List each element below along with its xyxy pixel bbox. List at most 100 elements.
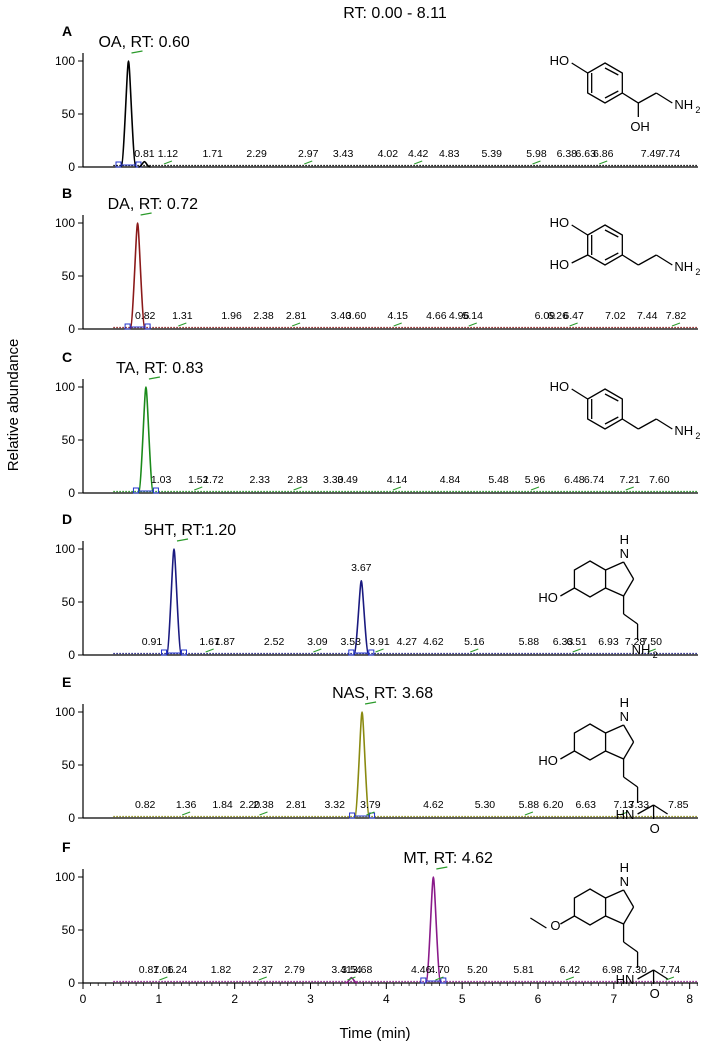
peak-label: 3.79 bbox=[360, 799, 381, 811]
integration-marker bbox=[160, 649, 167, 656]
peak-label: 7.82 bbox=[666, 310, 687, 322]
double-bond bbox=[604, 252, 619, 261]
amine-label: NH bbox=[674, 97, 693, 112]
peak-label: 5.88 bbox=[519, 799, 540, 811]
peak-title: MT, RT: 4.62 bbox=[403, 850, 493, 867]
peak-label: 2.29 bbox=[246, 148, 267, 160]
peak-label: 5.98 bbox=[526, 148, 547, 160]
x-tick-label: 1 bbox=[155, 992, 162, 1006]
bond bbox=[605, 561, 624, 571]
peak-label: 1.31 bbox=[172, 310, 193, 322]
y-tick-label: 0 bbox=[68, 648, 75, 662]
peak-title: OA, RT: 0.60 bbox=[98, 34, 189, 51]
peak-label: 1.84 bbox=[212, 799, 233, 811]
bond bbox=[605, 915, 624, 925]
peak-tick-mark bbox=[347, 976, 356, 981]
peak-label: 6.51 bbox=[566, 636, 587, 648]
integration-marker bbox=[420, 977, 427, 984]
y-tick-label: 0 bbox=[68, 976, 75, 990]
y-tick-label: 100 bbox=[55, 380, 75, 394]
peak-label: 0.87 bbox=[139, 964, 160, 976]
title-leader bbox=[148, 376, 161, 380]
double-bond bbox=[604, 90, 619, 99]
peak-trace bbox=[137, 386, 155, 494]
peak-title: NAS, RT: 3.68 bbox=[332, 685, 433, 702]
x-tick-label: 8 bbox=[686, 992, 693, 1006]
benzene-ring bbox=[587, 224, 623, 266]
integration-marker bbox=[440, 977, 447, 984]
peak-label: 4.02 bbox=[378, 148, 399, 160]
x-axis-ticks: 0 1 2 3 4 5 6 7 8 bbox=[80, 983, 698, 1006]
peak-label: 1.87 bbox=[215, 636, 236, 648]
bond bbox=[605, 889, 624, 899]
double-bond bbox=[604, 416, 619, 425]
amide-nh-label: HN bbox=[616, 972, 635, 987]
indole-benzene-ring bbox=[573, 560, 607, 598]
y-tick-label: 50 bbox=[62, 107, 76, 121]
carbonyl-o-label: O bbox=[650, 986, 660, 1001]
peak-title: 5HT, RT:1.20 bbox=[144, 522, 236, 539]
panel-letter: B bbox=[62, 185, 72, 201]
amine-label: NH bbox=[632, 642, 651, 657]
peak-tick-mark bbox=[258, 976, 267, 981]
indole-h-label: H bbox=[620, 532, 629, 547]
peak-label: 1.82 bbox=[211, 964, 232, 976]
peak-tick-mark bbox=[178, 322, 187, 327]
panel-E: E 0 50 100 NAS, RT: 3.68 0.82 1.36 1.84 2.202.38… bbox=[55, 674, 698, 836]
peak-label: 7.49 bbox=[641, 148, 662, 160]
peak-tick-mark bbox=[259, 811, 268, 816]
peak-label: 3.09 bbox=[307, 636, 328, 648]
peak-label: 6.47 bbox=[563, 310, 584, 322]
x-tick-label: 3 bbox=[307, 992, 314, 1006]
bond bbox=[623, 613, 638, 625]
peak-trace bbox=[353, 711, 371, 819]
y-tick-label: 50 bbox=[62, 433, 76, 447]
peak-tick-mark bbox=[524, 811, 534, 816]
indole-benzene-ring bbox=[573, 723, 607, 761]
bond bbox=[638, 418, 657, 430]
y-tick-label: 50 bbox=[62, 758, 76, 772]
integration-marker bbox=[152, 487, 159, 494]
peak-label: 7.85 bbox=[668, 799, 689, 811]
peak-label: 2.38 bbox=[253, 799, 274, 811]
peak-tick-mark bbox=[530, 486, 540, 491]
double-bond bbox=[604, 393, 619, 402]
peak-label: 6.98 bbox=[602, 964, 623, 976]
peak-label: 3.43 bbox=[333, 148, 354, 160]
peak-tick-mark bbox=[569, 322, 578, 327]
peak-label: 4.84 bbox=[440, 474, 461, 486]
title-leader bbox=[140, 212, 152, 216]
amine-label: NH bbox=[674, 259, 693, 274]
peak-tick-mark bbox=[375, 648, 384, 653]
y-tick-label: 50 bbox=[62, 923, 76, 937]
bond bbox=[605, 750, 624, 760]
peak-label: 4.62 bbox=[423, 799, 444, 811]
integration-marker bbox=[349, 812, 356, 819]
peak-label: 6.93 bbox=[598, 636, 619, 648]
indole-n-label: N bbox=[620, 874, 629, 889]
bond bbox=[571, 62, 589, 74]
y-tick-label: 100 bbox=[55, 542, 75, 556]
hydroxyl-label: HO bbox=[550, 257, 570, 272]
double-bond bbox=[604, 229, 619, 238]
peak-label: 4.70 bbox=[429, 964, 450, 976]
peak-label: 7.74 bbox=[660, 964, 681, 976]
peak-label: 2.37 bbox=[253, 964, 274, 976]
y-tick-label: 50 bbox=[62, 269, 76, 283]
peak-label: 1.03 bbox=[151, 474, 172, 486]
peak-label: 1.96 bbox=[221, 310, 242, 322]
peak-label: 6.86 bbox=[593, 148, 614, 160]
peak-label: 3.60 bbox=[346, 310, 367, 322]
peak-label: 0.82 bbox=[135, 310, 156, 322]
integration-marker bbox=[115, 161, 122, 168]
peak-label: 3.53 bbox=[340, 636, 361, 648]
hydroxyl-label: OH bbox=[630, 119, 650, 134]
peak-label: 6.48 bbox=[564, 474, 585, 486]
y-tick-label: 0 bbox=[68, 322, 75, 336]
panel-letter: E bbox=[62, 674, 71, 690]
peak-tick-mark bbox=[291, 322, 301, 327]
peak-label: 6.63 bbox=[576, 148, 597, 160]
peak-tick-mark bbox=[470, 648, 479, 653]
peak-label: 3.30 bbox=[323, 474, 344, 486]
